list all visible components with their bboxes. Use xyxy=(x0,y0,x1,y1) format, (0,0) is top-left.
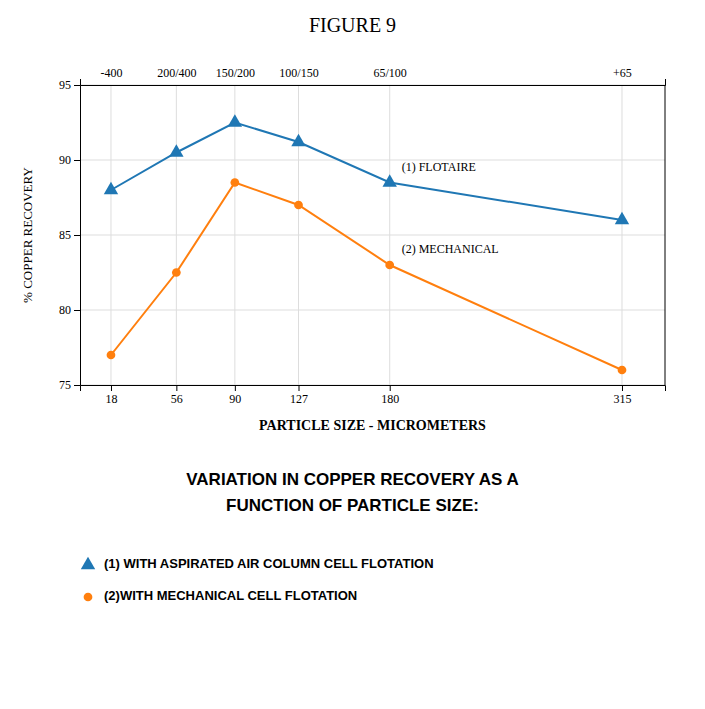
series-line xyxy=(111,123,622,221)
x-tick: 315 xyxy=(613,385,631,406)
y-tick-mark xyxy=(74,310,80,311)
grid-line-x xyxy=(176,85,177,385)
series-marker xyxy=(615,212,629,224)
x-tick-label: 90 xyxy=(229,392,241,406)
x-tick: 180 xyxy=(381,385,399,406)
title: FIGURE 9 xyxy=(309,14,396,36)
subtitle: VARIATION IN COPPER RECOVERY AS A xyxy=(186,470,519,489)
series-line xyxy=(111,183,622,371)
chart: FIGURE 9 18 56 90 127 180 315 -400 200/400 150/20… xyxy=(0,0,705,709)
y-axis: 75 80 85 90 95 xyxy=(59,78,81,392)
grid-line-x xyxy=(234,85,235,385)
x-tick: 18 xyxy=(105,385,117,406)
y-tick-label: 85 xyxy=(59,228,71,242)
grid-line-x xyxy=(621,85,622,385)
x2-tick-label: 65/100 xyxy=(374,66,407,80)
x2-tick-label: 150/200 xyxy=(216,66,255,80)
y-tick-label: 90 xyxy=(59,153,71,167)
grid-line-x xyxy=(298,85,299,385)
x-tick-label: 315 xyxy=(613,392,631,406)
series-marker xyxy=(172,268,181,277)
x-tick: 127 xyxy=(290,385,308,406)
series-marker xyxy=(104,182,118,194)
y-tick-label: 95 xyxy=(59,78,71,92)
grid-line-x xyxy=(389,85,390,385)
legend-label: (1) WITH ASPIRATED AIR COLUMN CELL FLOTA… xyxy=(104,556,434,571)
y-tick: 75 xyxy=(59,378,80,392)
y-tick-label: 75 xyxy=(59,378,71,392)
x-axis: 18 56 90 127 180 315 xyxy=(81,385,666,406)
y-tick-mark xyxy=(74,385,80,386)
x2-tick: 150/200 xyxy=(216,66,255,85)
y-tick: 80 xyxy=(59,303,80,317)
x-tick: 56 xyxy=(171,385,183,406)
annotation: (1) FLOTAIRE xyxy=(402,160,476,174)
x2-axis: -400 200/400 150/200 100/150 65/100 +65 xyxy=(81,66,666,86)
legend-label: (2)WITH MECHANICAL CELL FLOTATION xyxy=(104,588,357,603)
x2-tick-label: -400 xyxy=(100,66,122,80)
grid-line-y xyxy=(80,310,665,311)
annotation: (2) MECHANICAL xyxy=(402,242,499,256)
x2-tick: +65 xyxy=(613,66,632,85)
series-marker xyxy=(230,178,239,187)
x-tick-label: 127 xyxy=(290,392,308,406)
series-marker xyxy=(291,134,305,146)
x-tick-mark xyxy=(111,385,112,391)
series-marker xyxy=(382,174,396,186)
series-marker xyxy=(169,144,183,156)
legend-marker xyxy=(81,557,95,569)
legend-marker xyxy=(84,593,93,602)
plot-area xyxy=(104,114,629,374)
y-tick-mark xyxy=(74,235,80,236)
legend: (1) WITH ASPIRATED AIR COLUMN CELL FLOTA… xyxy=(81,556,434,603)
series-marker xyxy=(385,261,394,270)
x2-tick: 65/100 xyxy=(374,66,407,85)
y-tick: 85 xyxy=(59,228,80,242)
x-tick-mark xyxy=(390,385,391,391)
x-tick-mark xyxy=(622,385,623,391)
x2-tick-label: +65 xyxy=(613,66,632,80)
grid-line-y xyxy=(80,235,665,236)
x-tick-mark xyxy=(176,385,177,391)
grid-line-y xyxy=(80,160,665,161)
y-tick-mark xyxy=(74,85,80,86)
subtitle: FUNCTION OF PARTICLE SIZE: xyxy=(226,496,479,515)
frame-right xyxy=(665,85,666,385)
x-axis-line xyxy=(81,386,666,392)
y-axis-line xyxy=(74,86,81,386)
x2-tick-label: 200/400 xyxy=(157,66,196,80)
x-axis-title: PARTICLE SIZE - MICROMETERS xyxy=(259,418,486,433)
x2-tick: 100/150 xyxy=(279,66,318,85)
x2-tick: -400 xyxy=(100,66,122,85)
x-tick: 90 xyxy=(229,385,241,406)
x2-tick-label: 100/150 xyxy=(279,66,318,80)
series-marker xyxy=(294,201,303,210)
annotations: (1) FLOTAIRE (2) MECHANICAL xyxy=(402,160,499,257)
y-tick: 90 xyxy=(59,153,80,167)
x-tick-label: 18 xyxy=(105,392,117,406)
y-tick-mark xyxy=(74,160,80,161)
grid xyxy=(80,85,665,385)
series-marker xyxy=(107,351,116,360)
x-tick-label: 180 xyxy=(381,392,399,406)
grid-line-x xyxy=(110,85,111,385)
x-tick-mark xyxy=(235,385,236,391)
x-tick-mark xyxy=(299,385,300,391)
y-axis-title: % COPPER RECOVERY xyxy=(20,166,35,302)
series-marker xyxy=(618,366,627,375)
x2-tick: 200/400 xyxy=(157,66,196,85)
y-tick-label: 80 xyxy=(59,303,71,317)
y-tick: 95 xyxy=(59,78,80,92)
series-marker xyxy=(228,114,242,126)
x-tick-label: 56 xyxy=(171,392,183,406)
